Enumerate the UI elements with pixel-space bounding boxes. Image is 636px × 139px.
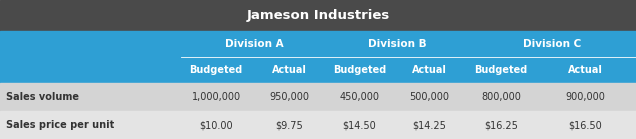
Text: $16.25: $16.25 <box>484 120 518 130</box>
Text: Division B: Division B <box>368 39 427 49</box>
Text: 950,000: 950,000 <box>270 92 309 102</box>
Text: $14.50: $14.50 <box>342 120 377 130</box>
Bar <box>0 31 636 57</box>
Text: Budgeted: Budgeted <box>190 65 243 75</box>
Text: Division C: Division C <box>523 39 581 49</box>
Text: 900,000: 900,000 <box>565 92 605 102</box>
Text: Sales price per unit: Sales price per unit <box>6 120 114 130</box>
Text: Actual: Actual <box>272 65 307 75</box>
Text: Division A: Division A <box>225 39 284 49</box>
Text: Actual: Actual <box>568 65 602 75</box>
Text: $9.75: $9.75 <box>275 120 303 130</box>
Text: 450,000: 450,000 <box>340 92 379 102</box>
Text: 1,000,000: 1,000,000 <box>191 92 241 102</box>
Bar <box>0 111 636 139</box>
Text: Budgeted: Budgeted <box>333 65 386 75</box>
Text: 800,000: 800,000 <box>481 92 521 102</box>
Text: $10.00: $10.00 <box>200 120 233 130</box>
Text: Actual: Actual <box>412 65 446 75</box>
Bar <box>0 57 636 83</box>
Text: Sales volume: Sales volume <box>6 92 80 102</box>
Text: Budgeted: Budgeted <box>474 65 527 75</box>
Text: $16.50: $16.50 <box>568 120 602 130</box>
Bar <box>0 83 636 111</box>
Text: Jameson Industries: Jameson Industries <box>246 9 390 22</box>
Text: 500,000: 500,000 <box>410 92 449 102</box>
Bar <box>0 0 636 31</box>
Text: $14.25: $14.25 <box>412 120 446 130</box>
